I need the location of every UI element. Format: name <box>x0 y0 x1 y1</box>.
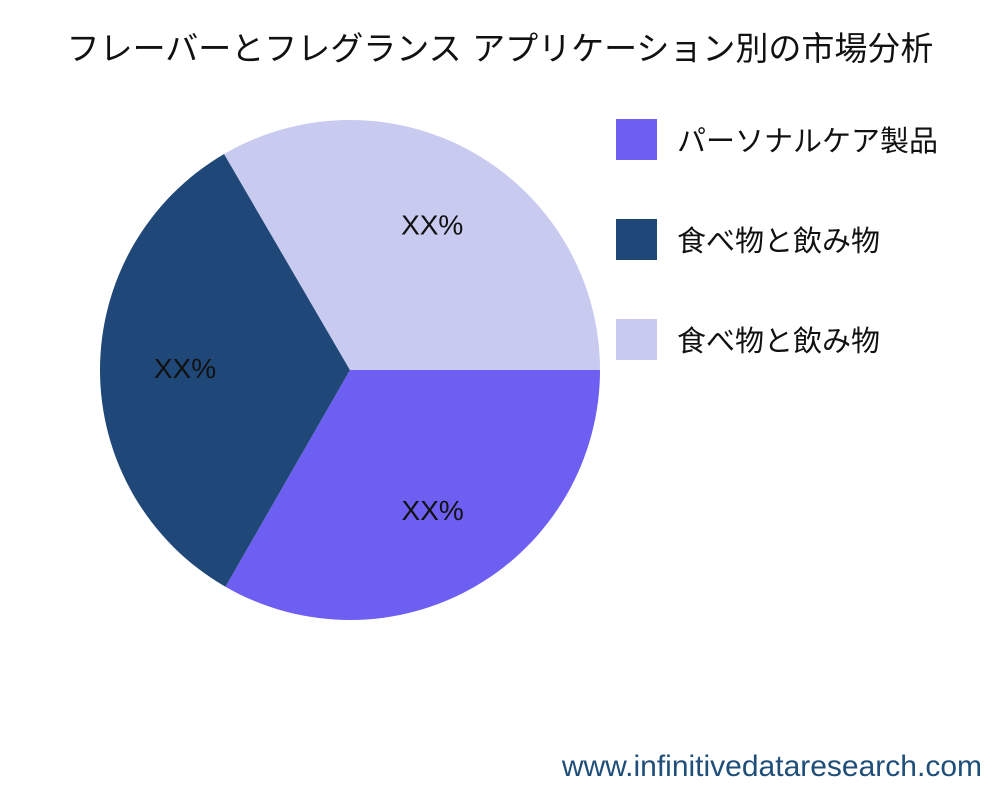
legend-swatch <box>616 118 657 160</box>
legend-label: パーソナルケア製品 <box>677 124 939 158</box>
legend-swatch <box>616 218 657 260</box>
slice-label: XX% <box>401 209 463 240</box>
pie-slice <box>99 154 350 587</box>
pie-slice <box>224 119 601 370</box>
legend: パーソナルケア製品 食べ物と飲み物 食べ物と飲み物 <box>616 118 938 418</box>
legend-label: 食べ物と飲み物 <box>677 224 881 258</box>
chart-title: フレーバーとフレグランス アプリケーション別の市場分析 <box>66 29 934 68</box>
watermark: www.infinitivedataresearch.com <box>561 750 982 783</box>
legend-item: 食べ物と飲み物 <box>616 318 938 360</box>
slice-label: XX% <box>402 495 464 526</box>
legend-item: パーソナルケア製品 <box>616 118 938 160</box>
legend-swatch <box>616 318 657 360</box>
pie-slice <box>225 370 600 620</box>
slice-label: XX% <box>154 353 216 384</box>
legend-label: 食べ物と飲み物 <box>677 324 881 358</box>
legend-item: 食べ物と飲み物 <box>616 218 938 260</box>
